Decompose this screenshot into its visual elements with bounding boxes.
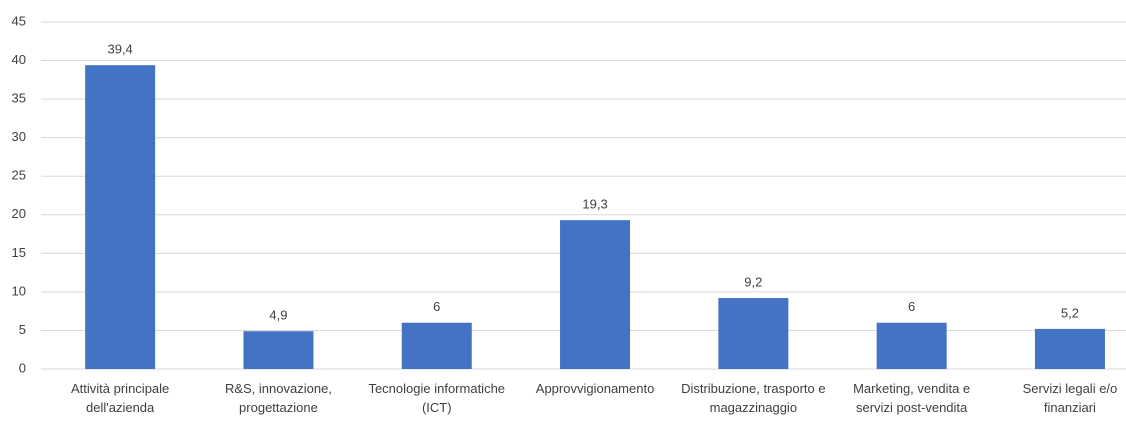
x-tick-label: R&S, innovazione, progettazione bbox=[224, 381, 332, 415]
bar bbox=[243, 331, 314, 369]
y-tick-label: 30 bbox=[12, 129, 26, 144]
data-label: 5,2 bbox=[1061, 305, 1079, 320]
data-label: 6 bbox=[908, 299, 915, 314]
y-tick-label: 20 bbox=[12, 206, 26, 221]
data-label: 4,9 bbox=[269, 308, 287, 323]
x-tick-label: Approvvigionamento bbox=[535, 381, 655, 396]
y-tick-label: 0 bbox=[19, 360, 26, 375]
y-tick-label: 15 bbox=[12, 245, 26, 260]
x-tick-label: Distribuzione, trasporto e magazzinaggio bbox=[681, 381, 826, 415]
bar bbox=[876, 322, 947, 369]
data-label: 39,4 bbox=[107, 42, 132, 57]
x-tick-label: Tecnologie informatiche (ICT) bbox=[368, 381, 506, 415]
y-tick-label: 10 bbox=[12, 283, 26, 298]
y-tick-label: 35 bbox=[12, 91, 26, 106]
y-tick-label: 25 bbox=[12, 168, 26, 183]
bar bbox=[85, 65, 156, 369]
y-tick-label: 5 bbox=[19, 322, 26, 337]
data-label: 9,2 bbox=[744, 274, 762, 289]
x-tick-label: Attività principale dell'azienda bbox=[71, 381, 170, 415]
bar bbox=[718, 298, 789, 369]
bar bbox=[560, 220, 631, 369]
bar bbox=[401, 322, 472, 369]
bar bbox=[1034, 328, 1105, 369]
y-tick-label: 45 bbox=[12, 13, 26, 28]
data-label: 6 bbox=[433, 299, 440, 314]
x-tick-label: Marketing, vendita e servizi post-vendit… bbox=[853, 381, 971, 415]
y-tick-label: 40 bbox=[12, 52, 26, 67]
data-label: 19,3 bbox=[582, 197, 607, 212]
x-tick-label: Servizi legali e/o finanziari bbox=[1022, 381, 1118, 415]
